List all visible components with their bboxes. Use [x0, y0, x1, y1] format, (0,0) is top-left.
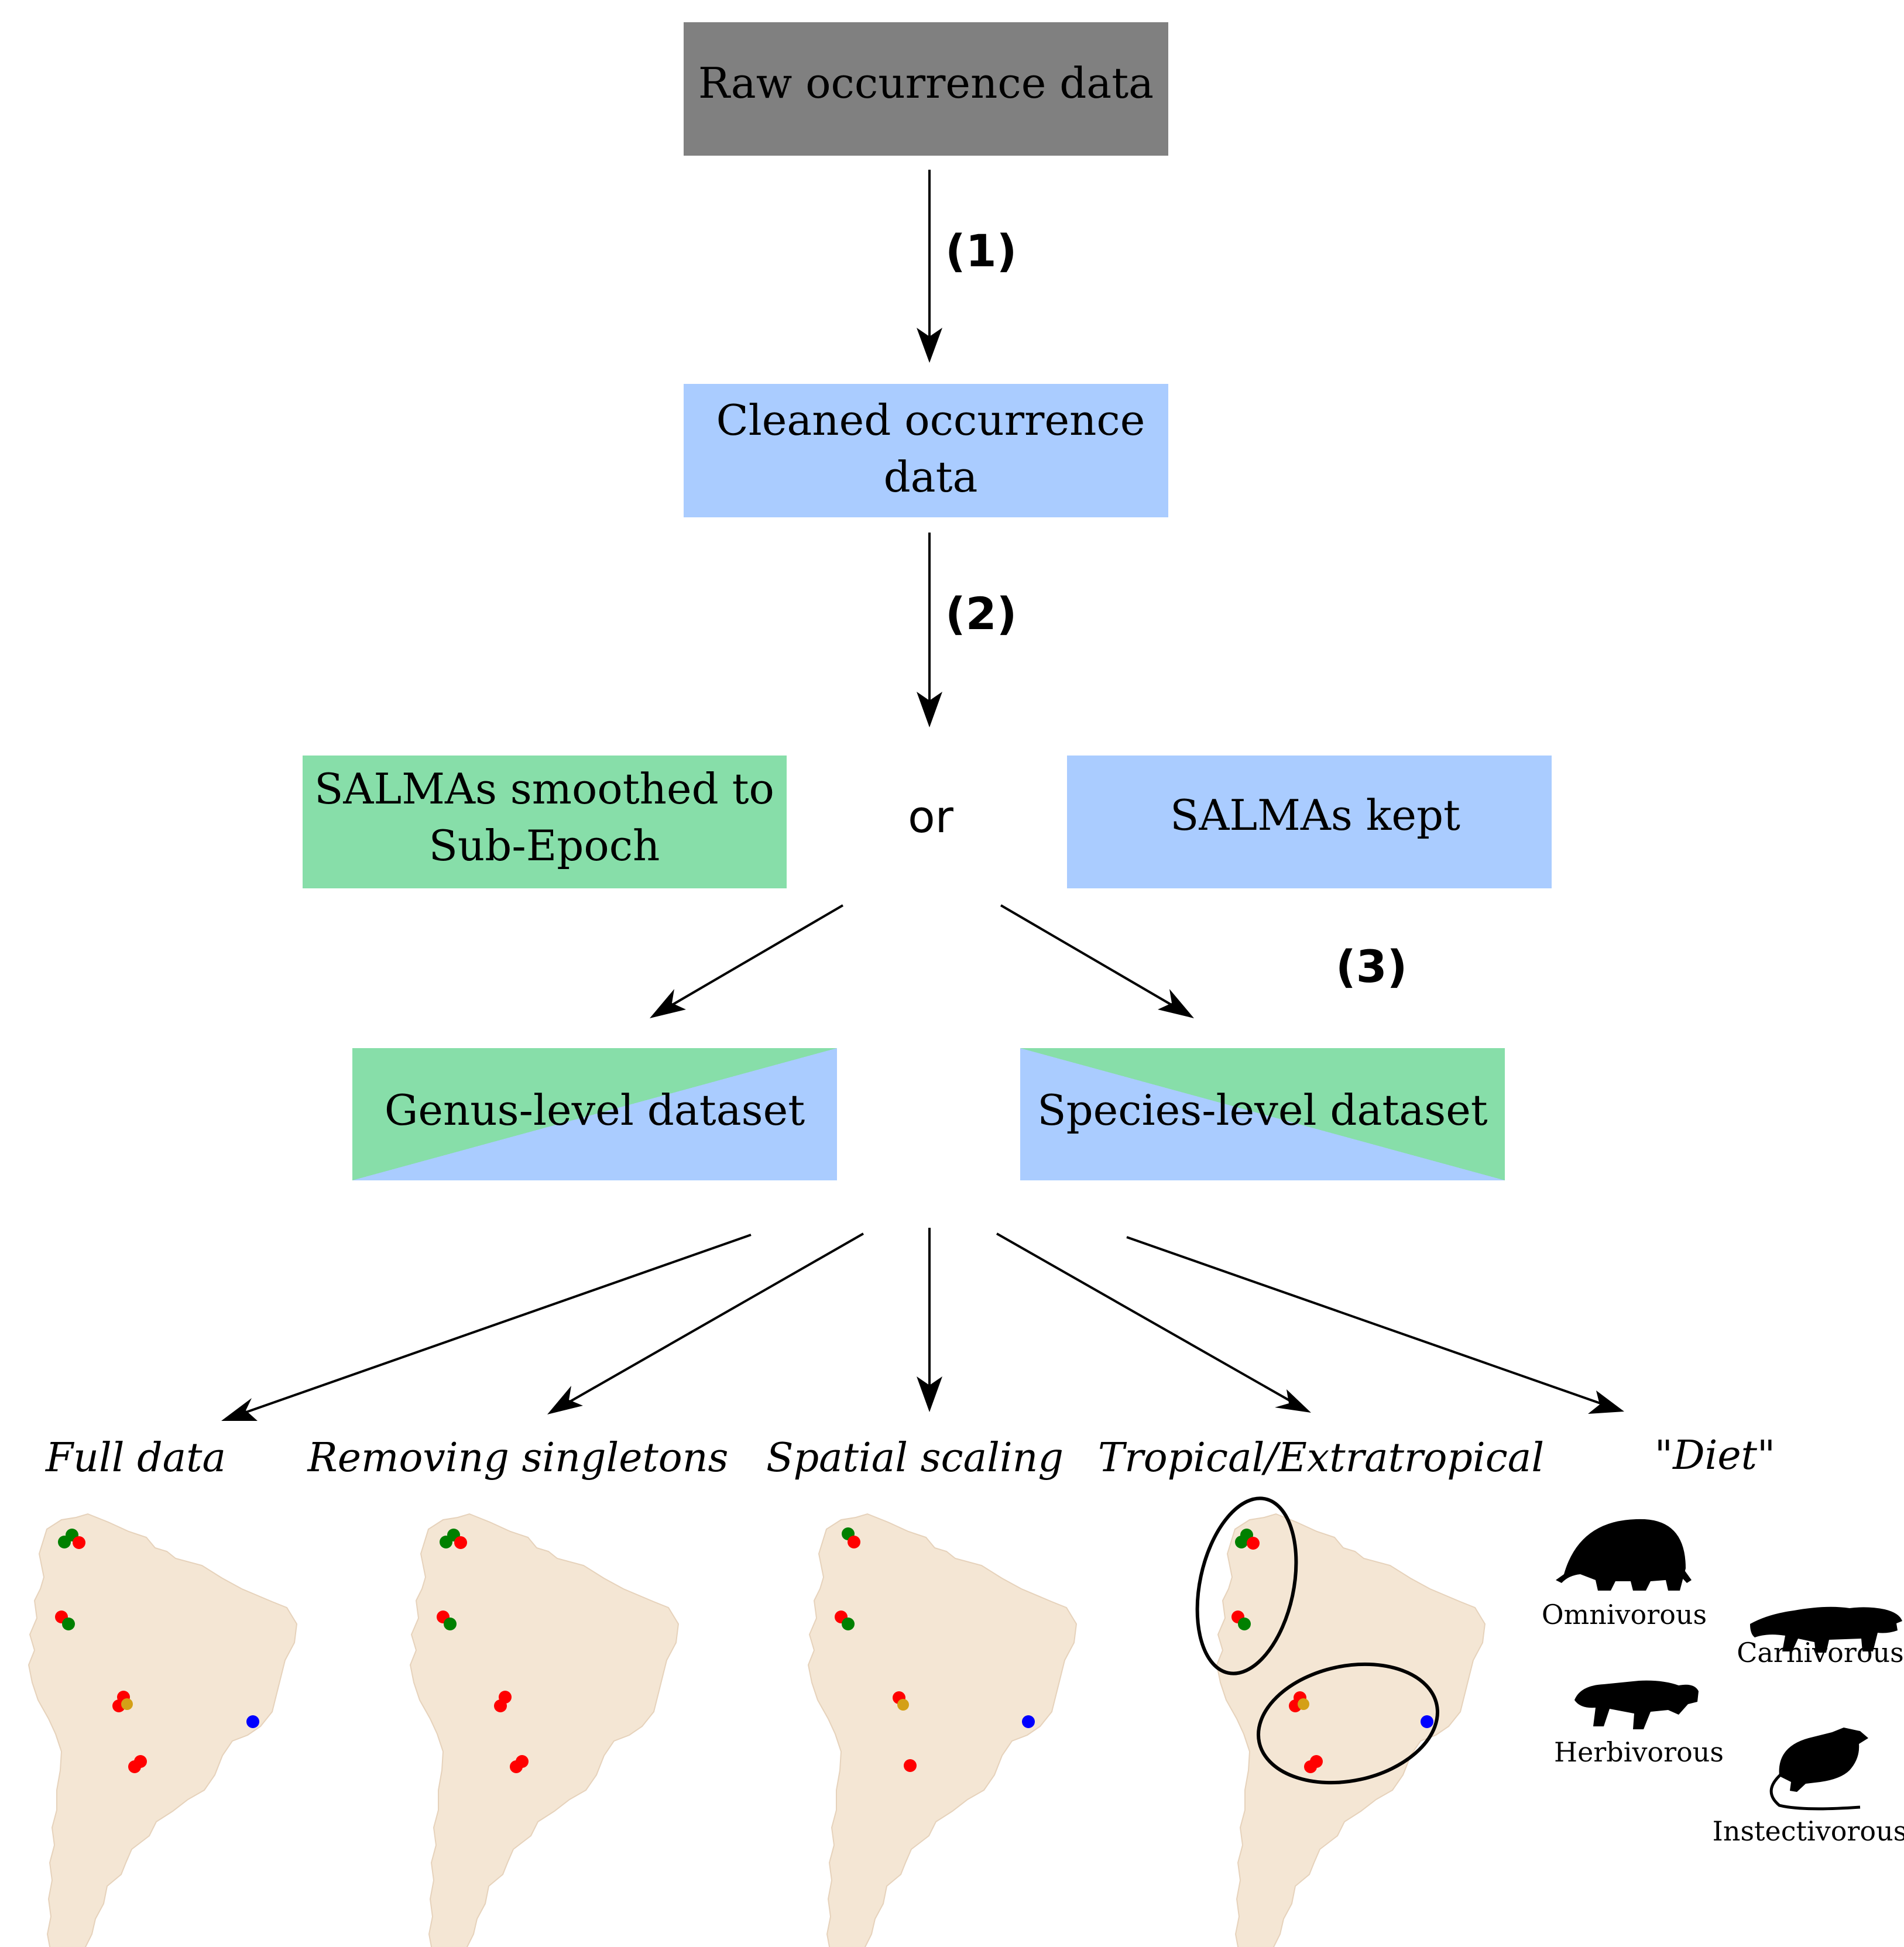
diet-label-herbivorous: Herbivorous [1554, 1736, 1724, 1768]
tropical-region-ellipse [1195, 1496, 1298, 1675]
step-3-label: (3) [1336, 940, 1407, 993]
occurrence-dot [58, 1536, 71, 1548]
genus-level-box: Genus-level dataset [352, 1048, 837, 1180]
analysis-label-spatial-scaling: Spatial scaling [766, 1435, 1064, 1481]
salma-smoothed-label-line2: Sub-Epoch [429, 821, 660, 870]
occurrence-dot [897, 1699, 909, 1711]
salma-smoothed-box: SALMAs smoothed to Sub-Epoch [303, 756, 787, 888]
species-level-box: Species-level dataset [1020, 1048, 1505, 1180]
herbivore-silhouette-icon [1574, 1680, 1699, 1729]
analysis-label-removing-singletons: Removing singletons [307, 1435, 729, 1481]
or-label: or [908, 791, 953, 843]
salma-smoothed-label-line1: SALMAs smoothed to [314, 764, 774, 813]
occurrence-dot [1421, 1715, 1433, 1728]
occurrence-dot [1304, 1760, 1317, 1773]
occurrence-dot [842, 1618, 855, 1630]
map-full-data [28, 1513, 297, 1947]
raw-occurrence-box: Raw occurrence data [684, 22, 1168, 156]
map-removing-singletons [410, 1513, 679, 1947]
arrow-2 [917, 533, 942, 727]
step-1-label: (1) [945, 225, 1017, 277]
analysis-label-diet: "Diet" [1655, 1433, 1775, 1479]
arrow-to-diet [1126, 1236, 1624, 1414]
carnivore-silhouette-icon [1750, 1606, 1902, 1653]
salma-kept-box: SALMAs kept [1067, 756, 1552, 888]
diet-label-omnivorous: Omnivorous [1542, 1599, 1707, 1630]
insectivore-silhouette-icon [1769, 1728, 1868, 1811]
occurrence-dot [454, 1536, 467, 1549]
arrow-1 [917, 170, 942, 363]
occurrence-dot [444, 1618, 457, 1630]
occurrence-dot [848, 1536, 860, 1548]
occurrence-dot [1238, 1618, 1251, 1630]
extratropical-region-ellipse [1257, 1662, 1439, 1785]
cleaned-occurrence-label-line2: data [884, 452, 978, 502]
occurrence-dot [494, 1699, 507, 1712]
arrow-to-tropical [996, 1232, 1311, 1413]
occurrence-dot [62, 1618, 75, 1630]
map-tropical-extratropical [1195, 1496, 1486, 1947]
occurrence-dot [121, 1698, 133, 1710]
cleaned-occurrence-box: Cleaned occurrence data [684, 384, 1168, 517]
arrow-to-spatial-scaling [917, 1228, 942, 1412]
genus-level-label: Genus-level dataset [385, 1086, 805, 1135]
armadillo-silhouette-icon [1556, 1519, 1692, 1591]
raw-occurrence-label: Raw occurrence data [698, 59, 1154, 108]
occurrence-dot [128, 1760, 141, 1773]
occurrence-dot [1022, 1715, 1035, 1728]
arrow-to-full-data [221, 1234, 752, 1421]
arrow-to-species [1000, 904, 1194, 1018]
analysis-label-tropical-extratropical: Tropical/Extratropical [1098, 1435, 1544, 1481]
occurrence-dot [1235, 1536, 1248, 1548]
species-level-label: Species-level dataset [1037, 1086, 1488, 1135]
occurrence-dot [1298, 1698, 1309, 1710]
occurrence-dot [1247, 1537, 1260, 1550]
occurrence-dot [246, 1715, 259, 1728]
salma-kept-label: SALMAs kept [1170, 791, 1460, 840]
cleaned-occurrence-label-line1: Cleaned occurrence [716, 396, 1145, 445]
occurrence-dot [510, 1760, 523, 1773]
diet-label-carnivorous: Carnivorous [1737, 1637, 1904, 1668]
occurrence-dot [440, 1536, 452, 1548]
occurrence-dot [73, 1536, 85, 1549]
map-spatial-scaling [808, 1513, 1077, 1947]
analysis-label-full-data: Full data [44, 1435, 226, 1481]
occurrence-dot [904, 1759, 917, 1772]
step-2-label: (2) [945, 588, 1017, 640]
diet-label-insectivorous: Instectivorous [1713, 1815, 1904, 1847]
arrow-to-removing-singletons [547, 1232, 864, 1414]
arrow-to-genus [650, 904, 844, 1018]
